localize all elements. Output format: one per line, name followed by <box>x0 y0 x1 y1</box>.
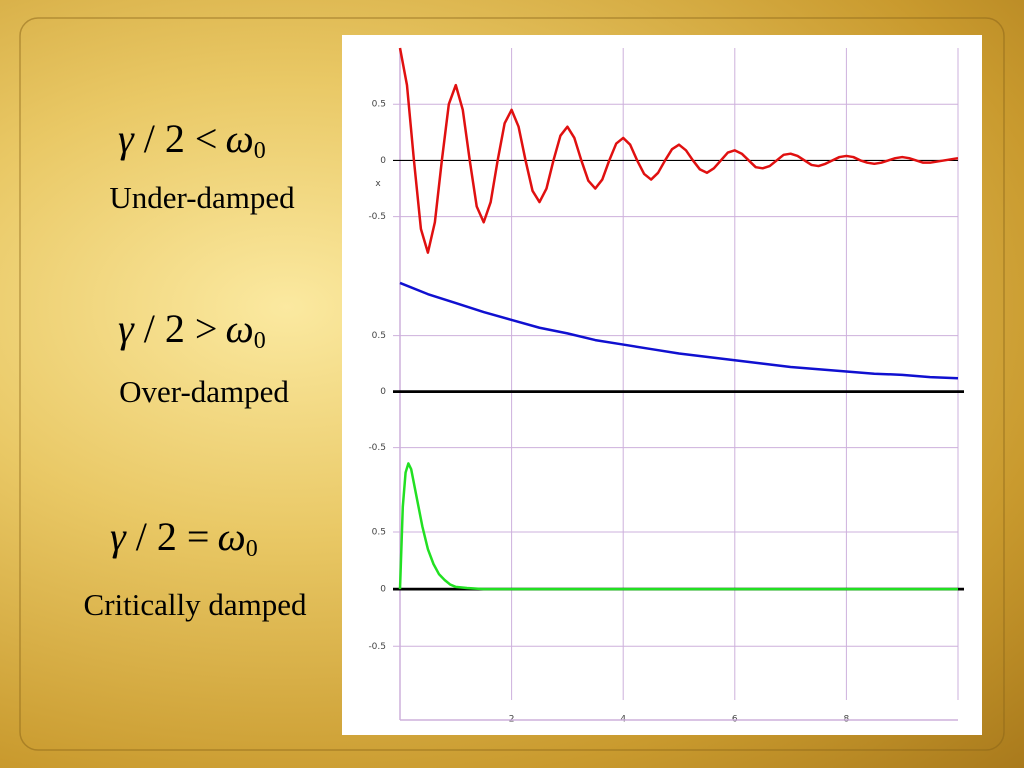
formula-part: γ <box>110 514 127 559</box>
formula-part: 0 <box>254 328 266 354</box>
formula-part: ω <box>225 306 253 351</box>
y-tick-label: -0.5 <box>368 212 386 222</box>
formula-part: γ <box>118 306 135 351</box>
y-tick-label: 0 <box>380 387 386 397</box>
formula-part: γ <box>118 116 135 161</box>
y-tick-label: 0 <box>380 156 386 166</box>
formula-part: ω <box>225 116 253 161</box>
y-tick-label: -0.5 <box>368 443 386 453</box>
formula-part: 2 <box>165 116 185 161</box>
condition-label: Critically damped <box>84 587 307 622</box>
formula-part: / <box>136 514 148 559</box>
y-tick-label: 0.5 <box>372 100 386 110</box>
condition-label: Over-damped <box>119 374 289 409</box>
formula: γ/2 > ω0 <box>118 306 266 354</box>
y-tick-label: 0 <box>380 585 386 595</box>
formula-part: 2 <box>165 306 185 351</box>
formula-part: 0 <box>254 138 266 164</box>
slide-frame <box>19 17 1005 751</box>
y-tick-label: -0.5 <box>368 642 386 652</box>
condition-label: Under-damped <box>109 180 295 215</box>
formula-part: = <box>187 514 210 559</box>
formula: γ/2 < ω0 <box>118 116 266 164</box>
formula-part: ω <box>217 514 245 559</box>
data-line <box>399 281 959 380</box>
chart-panel <box>342 35 982 735</box>
y-tick-label: 0.5 <box>372 331 386 341</box>
formula-part: 0 <box>246 536 258 562</box>
data-line <box>398 462 958 591</box>
formula: γ/2 = ω0 <box>110 514 258 562</box>
y-axis-label: x <box>375 179 381 189</box>
formula-part: > <box>195 306 218 351</box>
y-tick-label: 0.5 <box>372 528 386 538</box>
formula-part: < <box>195 116 218 161</box>
data-line <box>398 47 959 254</box>
formula-part: 2 <box>157 514 177 559</box>
formula-part: / <box>144 306 156 351</box>
formula-part: / <box>144 116 156 161</box>
